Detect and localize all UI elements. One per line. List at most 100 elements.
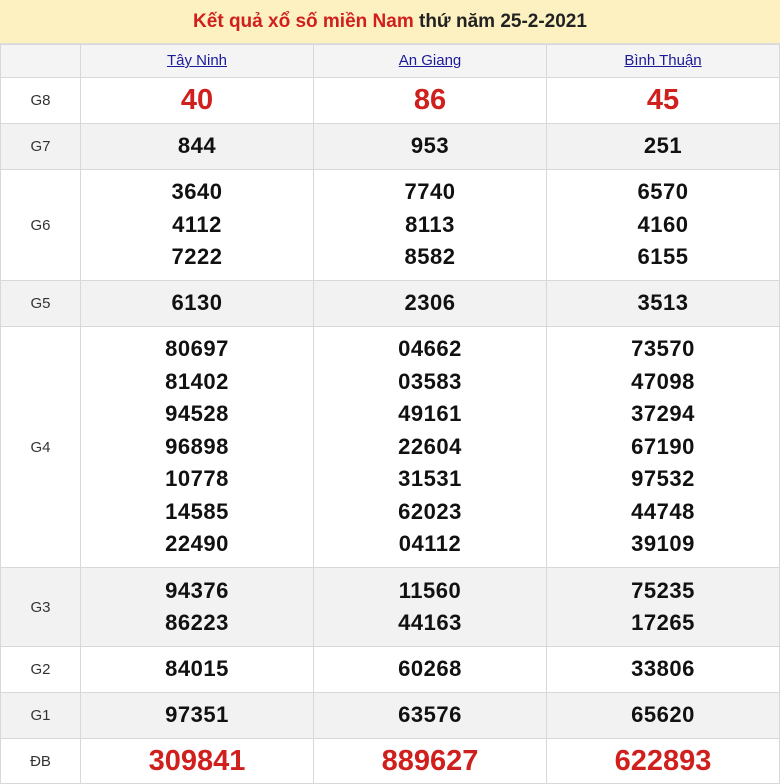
prize-number: 3640: [171, 179, 223, 205]
prize-number: 11560: [398, 577, 462, 603]
prize-number: 62023: [398, 498, 462, 524]
prize-cell: 844: [80, 123, 314, 170]
prize-number: 31531: [398, 466, 462, 492]
prize-number: 86: [413, 84, 447, 116]
prize-row-g4: G4 80697 81402 94528 96898 10778 14585 22490 046…: [0, 326, 780, 568]
prize-cell: 94376 86223: [80, 567, 314, 647]
prize-number: 3513: [637, 290, 689, 316]
prize-number: 17265: [631, 610, 695, 635]
prize-row-g8: G8 40 86 45: [0, 77, 780, 124]
prize-number: 14585: [165, 498, 229, 524]
prize-label: G4: [0, 326, 81, 568]
prize-cell: 251: [546, 123, 780, 170]
prize-number: 844: [177, 133, 217, 159]
prize-cell: 2306: [313, 280, 547, 327]
prize-number: 80697: [165, 336, 229, 362]
results-table: Tây Ninh An Giang Bình Thuận G8 40 86 45 G7 8…: [0, 44, 780, 784]
prize-number: 4160: [637, 211, 689, 237]
prize-number: 4112: [172, 211, 222, 237]
prize-cell: 65620: [546, 692, 780, 739]
province-header: Tây Ninh: [80, 44, 314, 78]
prize-number: 2306: [404, 290, 456, 316]
prize-cell: 80697 81402 94528 96898 10778 14585 22490: [80, 326, 314, 568]
prize-number: 47098: [631, 368, 695, 394]
prize-number: 86223: [165, 610, 229, 635]
prize-cell: 953: [313, 123, 547, 170]
prize-number: 10778: [165, 466, 229, 492]
prize-cell: 6130: [80, 280, 314, 327]
prize-label: G5: [0, 280, 81, 327]
prize-label: G6: [0, 169, 81, 281]
prize-cell: 622893: [546, 738, 780, 784]
prize-number: 97351: [165, 702, 229, 728]
prize-cell: 63576: [313, 692, 547, 739]
prize-number: 37294: [631, 401, 695, 427]
prize-label: G1: [0, 692, 81, 739]
prize-number: 6130: [171, 290, 223, 316]
prize-number: 67190: [631, 433, 695, 459]
prize-cell: 73570 47098 37294 67190 97532 44748 39109: [546, 326, 780, 568]
prize-row-g3: G3 94376 86223 11560 44163 75235 17265: [0, 567, 780, 647]
prize-cell: 97351: [80, 692, 314, 739]
prize-number: 33806: [631, 656, 695, 682]
prize-row-g6: G6 3640 4112 7222 7740 8113 8582 6570 4160 6155: [0, 169, 780, 281]
empty-header-cell: [0, 44, 81, 78]
prize-number: 73570: [631, 336, 695, 362]
prize-cell: 6570 4160 6155: [546, 169, 780, 281]
prize-number: 8113: [405, 211, 455, 237]
prize-number: 63576: [398, 702, 462, 728]
prize-cell: 3640 4112 7222: [80, 169, 314, 281]
prize-row-g5: G5 6130 2306 3513: [0, 280, 780, 327]
prize-number: 6570: [637, 179, 689, 205]
prize-cell: 11560 44163: [313, 567, 547, 647]
prize-number: 49161: [398, 401, 462, 427]
prize-number: 44163: [398, 610, 462, 635]
prize-number: 953: [410, 133, 450, 159]
prize-cell: 40: [80, 77, 314, 124]
prize-row-đb: ĐB 309841 889627 622893: [0, 738, 780, 784]
prize-number: 8582: [404, 244, 456, 270]
prize-number: 81402: [165, 368, 229, 394]
prize-row-g2: G2 84015 60268 33806: [0, 646, 780, 693]
prize-number: 251: [643, 133, 683, 159]
prize-number: 622893: [614, 744, 712, 777]
province-header-row: Tây Ninh An Giang Bình Thuận: [0, 44, 780, 78]
prize-row-g7: G7 844 953 251: [0, 123, 780, 170]
prize-number: 94528: [165, 401, 229, 427]
prize-number: 45: [646, 84, 680, 116]
province-link-an-giang[interactable]: An Giang: [398, 52, 462, 69]
title-main: Kết quả xổ số miền Nam: [193, 11, 414, 32]
prize-number: 40: [180, 84, 214, 116]
prize-cell: 60268: [313, 646, 547, 693]
prize-label: G7: [0, 123, 81, 170]
prize-number: 7740: [404, 179, 456, 205]
prize-number: 03583: [398, 368, 462, 394]
province-header: Bình Thuận: [546, 44, 780, 78]
prize-cell: 75235 17265: [546, 567, 780, 647]
prize-number: 6155: [637, 244, 689, 270]
prize-number: 94376: [165, 577, 229, 603]
prize-number: 84015: [165, 656, 229, 682]
prize-number: 44748: [631, 498, 695, 524]
prize-cell: 84015: [80, 646, 314, 693]
title-date: thứ năm 25-2-2021: [419, 11, 587, 32]
prize-cell: 33806: [546, 646, 780, 693]
prize-number: 04662: [398, 336, 462, 362]
prize-number: 889627: [381, 744, 479, 777]
prize-cell: 3513: [546, 280, 780, 327]
prize-row-g1: G1 97351 63576 65620: [0, 692, 780, 739]
province-link-tay-ninh[interactable]: Tây Ninh: [166, 52, 228, 69]
prize-number: 309841: [148, 744, 246, 777]
prize-number: 04112: [398, 531, 462, 557]
prize-number: 96898: [165, 433, 229, 459]
prize-cell: 86: [313, 77, 547, 124]
prize-label: G3: [0, 567, 81, 647]
prize-number: 7222: [171, 244, 223, 270]
prize-label: G8: [0, 77, 81, 124]
prize-label: G2: [0, 646, 81, 693]
prize-cell: 7740 8113 8582: [313, 169, 547, 281]
prize-label: ĐB: [0, 738, 81, 784]
prize-number: 22490: [165, 531, 229, 557]
prize-number: 22604: [398, 433, 462, 459]
province-link-binh-thuan[interactable]: Bình Thuận: [624, 52, 702, 69]
